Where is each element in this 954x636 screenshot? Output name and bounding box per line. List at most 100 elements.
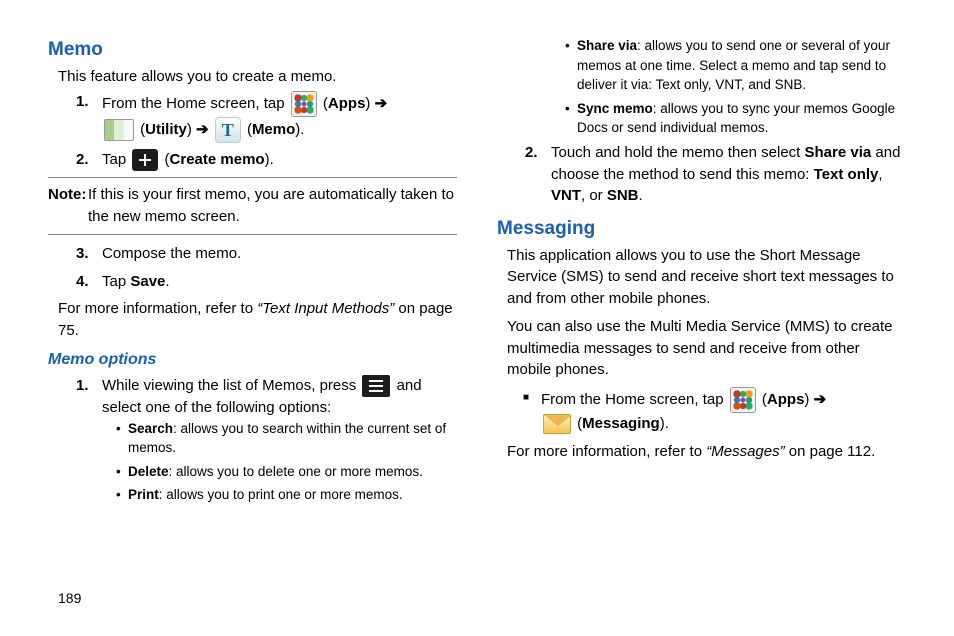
bullet-body: : allows you to search within the curren…	[128, 421, 446, 456]
text: ).	[295, 121, 304, 138]
bullet-dot: •	[565, 99, 577, 138]
bullet-label: Sync memo	[577, 101, 653, 116]
text: From the Home screen, tap	[541, 391, 728, 408]
messaging-icon	[543, 414, 571, 434]
text: While viewing the list of Memos, press	[102, 377, 360, 394]
bullet-dot: •	[116, 462, 128, 482]
note-block: Note: If this is your first memo, you ar…	[48, 177, 457, 235]
bullet-dot: •	[116, 419, 128, 458]
bullet-body: : allows you to delete one or more memos…	[169, 464, 423, 479]
text: .	[165, 273, 169, 290]
step-text: From the Home screen, tap (Apps) (Utilit…	[102, 91, 457, 143]
memo-options-cont: •Share via: allows you to send one or se…	[525, 36, 906, 207]
create-memo-label: Create memo	[170, 151, 265, 168]
step-text: Tap Save.	[102, 271, 457, 293]
apps-icon	[730, 387, 756, 413]
messaging-steps: ■ From the Home screen, tap (Apps) (Mess…	[523, 387, 906, 435]
step-text: Touch and hold the memo then select Shar…	[551, 142, 906, 207]
text: For more information, refer to	[58, 300, 257, 317]
memo-options-step-1: 1. While viewing the list of Memos, pres…	[76, 375, 457, 509]
memo-step-2: 2. Tap (Create memo).	[76, 149, 457, 171]
arrow-icon	[814, 391, 827, 408]
messaging-label: Messaging	[582, 415, 660, 432]
menu-icon	[362, 375, 390, 397]
memo-step-1: 1. From the Home screen, tap (Apps) (Uti…	[76, 91, 457, 143]
bullet-sync-memo: •Sync memo: allows you to sync your memo…	[565, 99, 906, 138]
share-via-label: Share via	[805, 144, 872, 161]
arrow-icon	[375, 95, 388, 112]
memo-steps-cont: 3. Compose the memo. 4. Tap Save.	[76, 243, 457, 293]
step-number: 4.	[76, 271, 102, 293]
step-text: Tap (Create memo).	[102, 149, 457, 171]
step-text: While viewing the list of Memos, press a…	[102, 375, 457, 509]
memo-options-steps: 1. While viewing the list of Memos, pres…	[76, 375, 457, 509]
memo-steps: 1. From the Home screen, tap (Apps) (Uti…	[76, 91, 457, 171]
messaging-reference: For more information, refer to “Messages…	[507, 441, 906, 463]
messaging-p1: This application allows you to use the S…	[507, 245, 906, 310]
bullet-label: Search	[128, 421, 173, 436]
memo-options-heading: Memo options	[48, 348, 457, 371]
text: on page 112.	[789, 443, 875, 460]
text: Tap	[102, 151, 130, 168]
text: For more information, refer to	[507, 443, 706, 460]
right-column: •Share via: allows you to send one or se…	[497, 36, 906, 515]
page-number: 189	[58, 588, 81, 608]
bullet-print: •Print: allows you to print one or more …	[116, 485, 457, 505]
memo-icon	[215, 117, 241, 143]
utility-label: Utility	[145, 121, 187, 138]
step-number: 3.	[76, 243, 102, 265]
step-number: 2.	[525, 142, 551, 207]
text: From the Home screen, tap	[102, 95, 289, 112]
text: , or	[581, 187, 607, 204]
text: Tap	[102, 273, 130, 290]
snb-label: SNB	[607, 187, 639, 204]
text: ).	[265, 151, 274, 168]
memo-step-4: 4. Tap Save.	[76, 271, 457, 293]
text: Touch and hold the memo then select	[551, 144, 805, 161]
bullet-dot: •	[565, 36, 577, 95]
note-body: If this is your first memo, you are auto…	[88, 184, 457, 228]
bullet-delete: •Delete: allows you to delete one or mor…	[116, 462, 457, 482]
options-bullet-list: •Search: allows you to search within the…	[116, 419, 457, 505]
bullet-share-via: •Share via: allows you to send one or se…	[565, 36, 906, 95]
memo-step-3: 3. Compose the memo.	[76, 243, 457, 265]
arrow-icon	[196, 121, 209, 138]
step-text: From the Home screen, tap (Apps) (Messag…	[541, 387, 826, 435]
bullet-label: Print	[128, 487, 159, 502]
messaging-p2: You can also use the Multi Media Service…	[507, 316, 906, 381]
bullet-dot: •	[116, 485, 128, 505]
apps-label: Apps	[328, 95, 366, 112]
step-number: 1.	[76, 91, 102, 143]
step-number: 1.	[76, 375, 102, 509]
memo-options-step-2: 2. Touch and hold the memo then select S…	[525, 142, 906, 207]
text: ).	[660, 415, 669, 432]
memo-heading: Memo	[48, 36, 457, 64]
vnt-label: VNT	[551, 187, 581, 204]
messaging-square-item: ■ From the Home screen, tap (Apps) (Mess…	[523, 387, 906, 435]
text-only-label: Text only	[814, 166, 879, 183]
plus-icon	[132, 149, 158, 171]
utility-icon	[104, 119, 134, 141]
left-column: Memo This feature allows you to create a…	[48, 36, 457, 515]
square-bullet: ■	[523, 387, 541, 435]
step-text: Compose the memo.	[102, 243, 457, 265]
memo-label: Memo	[252, 121, 295, 138]
text: )	[187, 121, 196, 138]
memo-intro: This feature allows you to create a memo…	[58, 66, 457, 88]
apps-icon	[291, 91, 317, 117]
ref-title: “Messages”	[706, 443, 789, 460]
two-column-layout: Memo This feature allows you to create a…	[48, 36, 906, 515]
bullet-body: : allows you to print one or more memos.	[159, 487, 403, 502]
bullet-label: Share via	[577, 38, 637, 53]
apps-label: Apps	[767, 391, 805, 408]
bullet-search: •Search: allows you to search within the…	[116, 419, 457, 458]
text: )	[804, 391, 813, 408]
save-label: Save	[130, 273, 165, 290]
messaging-heading: Messaging	[497, 215, 906, 243]
step-number: 2.	[76, 149, 102, 171]
text: )	[365, 95, 374, 112]
bullet-label: Delete	[128, 464, 169, 479]
text: .	[639, 187, 643, 204]
memo-reference: For more information, refer to “Text Inp…	[58, 298, 457, 342]
ref-title: “Text Input Methods”	[257, 300, 398, 317]
